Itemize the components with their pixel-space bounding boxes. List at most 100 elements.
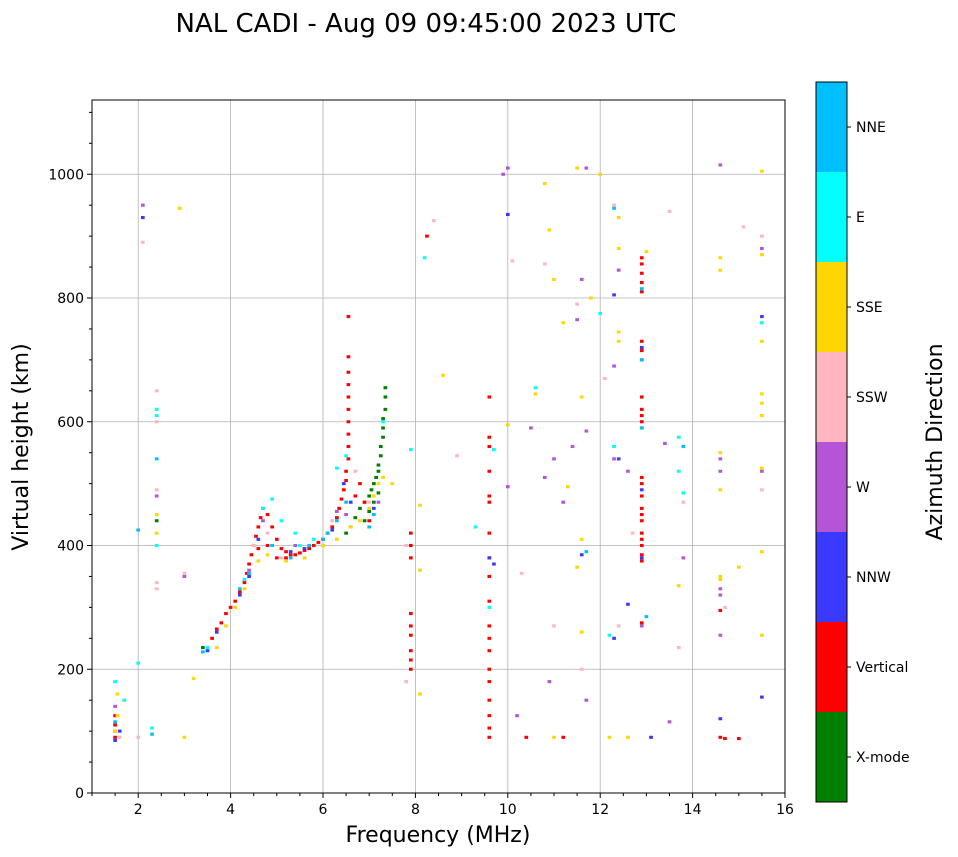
echo-point <box>639 559 644 563</box>
echo-point <box>210 636 214 640</box>
series-sse <box>113 166 764 739</box>
echo-point <box>644 615 649 619</box>
data-marks <box>113 163 764 742</box>
echo-point <box>284 556 288 560</box>
echo-point <box>247 571 251 575</box>
colorbar-label: Vertical <box>856 660 908 676</box>
echo-point <box>335 509 339 514</box>
echo-point <box>626 469 630 473</box>
echo-point <box>307 543 311 548</box>
echo-point <box>311 537 316 541</box>
echo-point <box>639 621 644 625</box>
echo-point <box>487 494 492 498</box>
echo-point <box>584 550 589 554</box>
echo-point <box>358 482 362 486</box>
echo-point <box>348 525 353 529</box>
echo-point <box>718 633 723 637</box>
echo-point <box>487 531 492 535</box>
echo-point <box>298 543 302 548</box>
echo-point <box>374 475 378 479</box>
echo-point <box>154 513 159 517</box>
echo-point <box>408 633 413 637</box>
echo-point <box>487 667 492 671</box>
x-tick-label: 10 <box>499 802 517 818</box>
echo-point <box>736 565 741 569</box>
echo-point <box>307 547 311 551</box>
echo-point <box>140 240 145 244</box>
echo-point <box>639 506 644 510</box>
echo-point <box>367 506 372 510</box>
echo-point <box>369 488 374 492</box>
colorbar-label: SSE <box>856 300 883 316</box>
echo-point <box>676 584 681 588</box>
echo-point <box>639 256 644 260</box>
y-tick-label: 1000 <box>48 167 84 183</box>
echo-point <box>113 714 117 718</box>
echo-point <box>579 537 584 541</box>
echo-point <box>598 311 603 316</box>
echo-point <box>487 395 492 399</box>
series-ssw <box>117 203 764 739</box>
echo-point <box>140 203 145 207</box>
colorbar-frame <box>815 81 848 803</box>
echo-point <box>247 562 251 566</box>
echo-point <box>718 574 723 578</box>
echo-point <box>718 256 723 260</box>
echo-point <box>335 519 339 523</box>
echo-point <box>418 692 422 696</box>
echo-point <box>344 500 348 504</box>
echo-point <box>249 553 254 557</box>
echo-point <box>265 543 270 548</box>
echo-point <box>346 420 351 424</box>
echo-point <box>487 714 492 718</box>
echo-point <box>358 506 362 510</box>
echo-point <box>346 395 351 399</box>
echo-point <box>339 497 344 501</box>
echo-point <box>566 485 570 489</box>
echo-point <box>639 543 644 548</box>
echo-point <box>219 621 224 625</box>
chart-title: NAL CADI - Aug 09 09:45:00 2023 UTC <box>176 9 677 39</box>
echo-point <box>492 448 496 452</box>
colorbar-label: SSW <box>856 390 888 406</box>
echo-point <box>639 556 644 560</box>
echo-point <box>258 516 263 520</box>
echo-point <box>274 537 279 541</box>
echo-point <box>579 395 584 399</box>
echo-point <box>344 531 348 535</box>
colorbar-swatch-w <box>816 442 847 532</box>
echo-point <box>233 599 238 603</box>
echo-point <box>353 494 358 498</box>
echo-point <box>570 444 575 449</box>
echo-point <box>667 209 672 213</box>
echo-point <box>547 228 552 232</box>
echo-point <box>487 726 492 730</box>
echo-point <box>639 624 644 628</box>
echo-point <box>381 420 385 424</box>
echo-point <box>408 649 413 653</box>
echo-point <box>381 426 385 430</box>
echo-point <box>408 543 413 548</box>
echo-point <box>579 277 584 281</box>
x-tick-label: 12 <box>591 802 609 818</box>
echo-point <box>408 531 413 535</box>
echo-point <box>408 556 413 560</box>
echo-point <box>247 574 251 578</box>
echo-point <box>575 318 579 322</box>
echo-point <box>760 469 764 473</box>
echo-point <box>552 624 556 628</box>
echo-point <box>177 206 182 210</box>
echo-point <box>718 587 723 591</box>
echo-point <box>676 435 681 439</box>
echo-point <box>113 680 117 684</box>
echo-point <box>201 646 205 650</box>
echo-point <box>644 250 649 254</box>
echo-point <box>293 531 298 535</box>
echo-point <box>515 714 519 718</box>
colorbar-title: Azimuth Direction <box>923 343 948 540</box>
echo-point <box>760 392 764 396</box>
echo-point <box>376 469 381 473</box>
echo-point <box>575 166 579 170</box>
echo-point <box>612 364 616 368</box>
echo-point <box>718 451 723 455</box>
